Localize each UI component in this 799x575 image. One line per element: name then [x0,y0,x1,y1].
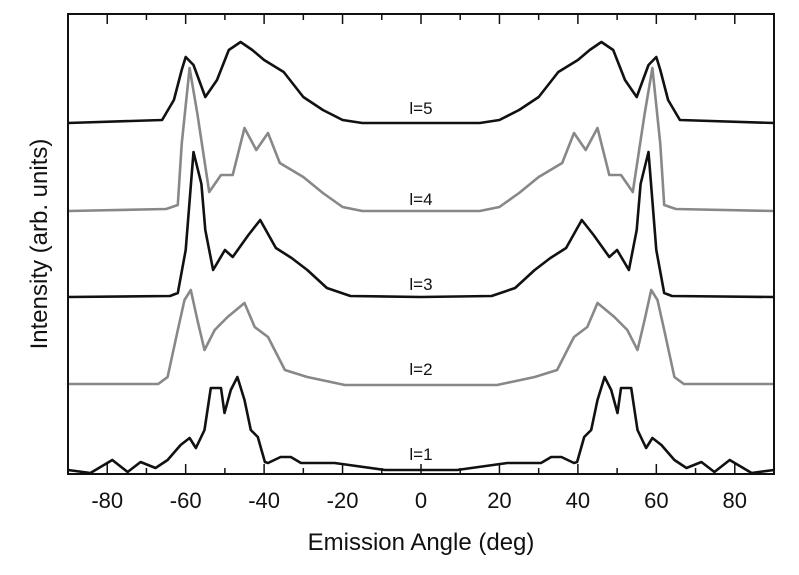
x-tick-label: -80 [91,488,123,513]
x-tick-label: 0 [415,488,427,513]
x-tick-label: -60 [170,488,202,513]
x-axis-title: Emission Angle (deg) [308,529,535,556]
series-label-l-1: l=1 [409,445,432,464]
series-label-l-3: l=3 [409,275,432,294]
x-tick-label: 60 [644,488,668,513]
x-tick-label: 20 [487,488,511,513]
series-labels: l=5 l=4 l=3 l=2 l=1 [409,99,432,464]
series-line-l-5 [67,40,775,125]
series-label-l-2: l=2 [409,360,432,379]
series-line-l-3 [67,150,775,299]
series-line-l-2 [68,288,774,387]
x-tick-label: 80 [723,488,747,513]
x-tick-labels: -80 -60 -40 -20 0 20 40 60 80 [91,488,747,513]
plot-frame [67,13,775,475]
x-tick-label: 40 [566,488,590,513]
series-label-l-4: l=4 [409,190,432,209]
y-axis-title: Intensity (arb. units) [26,139,53,350]
series-line-l-4 [67,66,775,213]
x-ticks [106,14,736,474]
series-label-l-5: l=5 [409,99,432,118]
x-tick-label: -40 [248,488,280,513]
x-tick-label: -20 [327,488,359,513]
